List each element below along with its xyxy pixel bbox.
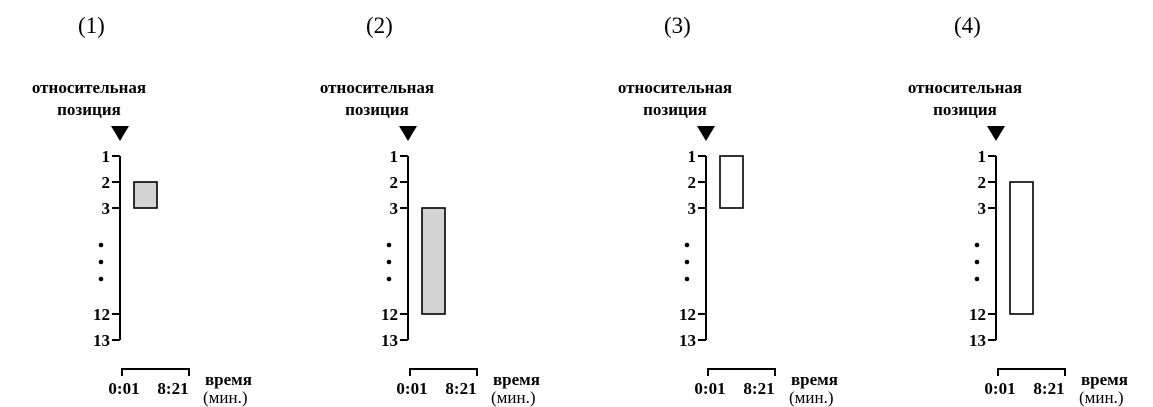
y-axis-title-line1: относительная [908,78,1022,97]
down-triangle-icon [111,126,129,141]
x-axis-title: время [791,370,838,389]
down-triangle-icon [697,126,715,141]
y-tick-label: 1 [390,147,399,166]
x-tick-label: 0:01 [694,379,725,398]
y-axis-title-line1: относительная [32,78,146,97]
y-tick-label: 3 [102,199,111,218]
y-tick-label: 13 [381,331,398,350]
x-axis-unit: (мин.) [491,388,536,407]
y-axis-title-line2: позиция [57,100,121,119]
y-tick-label: 12 [381,305,398,324]
down-triangle-icon [399,126,417,141]
y-axis-title-line1: относительная [320,78,434,97]
panel-1: (1) относительная позиция 1 2 3 12 13 0:01 8:21 вр… [0,0,290,407]
y-axis-title-line2: позиция [933,100,997,119]
ellipsis-dot [98,242,104,248]
panel-2: (2) относительная позиция 1 2 3 12 13 0:01 8:21 вр… [288,0,578,407]
y-tick-label: 13 [969,331,986,350]
ellipsis-dot [386,242,392,248]
x-tick-label: 8:21 [445,379,476,398]
y-tick-label: 3 [688,199,697,218]
y-tick-label: 3 [978,199,987,218]
y-axis-title-line2: позиция [643,100,707,119]
ellipsis-dot [98,276,104,282]
y-tick-label: 1 [978,147,987,166]
position-bar [133,181,158,209]
panel-label: (4) [954,13,981,38]
x-tick-label: 8:21 [743,379,774,398]
x-axis-unit: (мин.) [789,388,834,407]
x-axis-title: время [493,370,540,389]
panel-label: (1) [78,13,105,38]
panel-4: (4) относительная позиция 1 2 3 12 13 0:01 8:21 вр… [876,0,1153,407]
ellipsis-dot [684,242,690,248]
y-tick-label: 3 [390,199,399,218]
x-axis-title: время [1081,370,1128,389]
y-axis-title-line2: позиция [345,100,409,119]
y-tick-label: 2 [102,173,111,192]
panel-label: (2) [366,13,393,38]
y-tick-label: 1 [688,147,697,166]
ellipsis-dot [974,242,980,248]
x-tick-label: 8:21 [1033,379,1064,398]
y-tick-label: 1 [102,147,111,166]
y-axis-title-line1: относительная [618,78,732,97]
x-axis-unit: (мин.) [203,388,248,407]
ellipsis-dot [684,276,690,282]
x-tick-label: 0:01 [108,379,139,398]
ellipsis-dot [974,276,980,282]
y-tick-label: 13 [679,331,696,350]
x-tick-label: 0:01 [984,379,1015,398]
ellipsis-dot [98,259,104,265]
x-axis-title: время [205,370,252,389]
panel-label: (3) [664,13,691,38]
y-tick-label: 12 [969,305,986,324]
panel-3: (3) относительная позиция 1 2 3 12 13 0:01 8:21 вр… [586,0,876,407]
ellipsis-dot [386,259,392,265]
position-bar [1009,181,1034,315]
down-triangle-icon [987,126,1005,141]
ellipsis-dot [684,259,690,265]
y-tick-label: 2 [978,173,987,192]
x-axis-unit: (мин.) [1079,388,1124,407]
position-bar [421,207,446,315]
ellipsis-dot [386,276,392,282]
x-tick-label: 0:01 [396,379,427,398]
y-tick-label: 12 [93,305,110,324]
y-tick-label: 12 [679,305,696,324]
y-tick-label: 13 [93,331,110,350]
x-tick-label: 8:21 [157,379,188,398]
y-tick-label: 2 [390,173,399,192]
position-bar [719,155,744,209]
y-tick-label: 2 [688,173,697,192]
ellipsis-dot [974,259,980,265]
